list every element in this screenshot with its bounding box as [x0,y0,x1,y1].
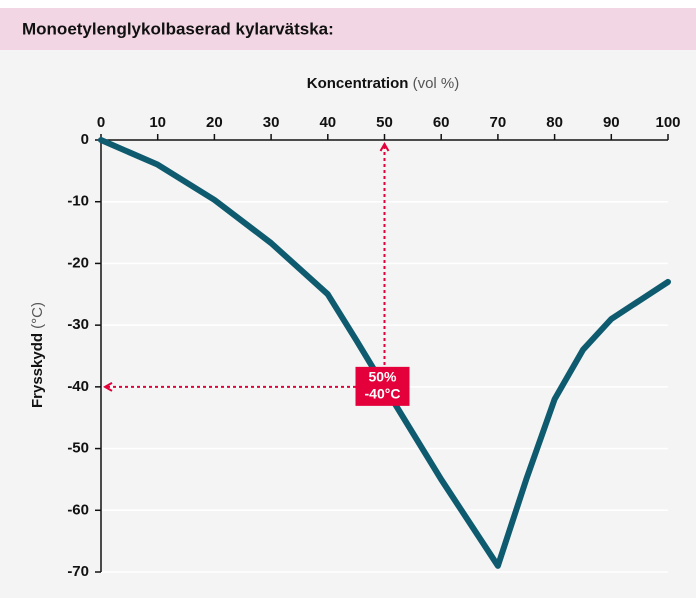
x-axis-label: Koncentration [307,75,409,92]
y-tick-label: -70 [67,563,89,580]
y-axis-unit: (°C) [29,302,46,329]
y-tick-label: -20 [67,254,89,271]
x-tick-label: 100 [655,114,680,131]
x-axis-unit: (vol %) [413,75,460,92]
x-tick-label: 80 [546,114,563,131]
x-tick-label: 90 [603,114,620,131]
chart-title: Monoetylenglykolbaserad kylarvätska: [22,19,334,38]
annotation-arrow [102,381,113,392]
x-axis-title: Koncentration (vol %) [307,75,460,92]
y-tick-label: -50 [67,440,89,457]
x-tick-label: 50 [376,114,393,131]
y-tick-label: 0 [81,131,89,148]
y-tick-label: -30 [67,316,89,333]
annotation-label: 50% [368,369,397,385]
annotation-box [355,366,410,406]
x-tick-label: 30 [263,114,280,131]
data-line [98,137,671,569]
y-tick-label: -10 [67,193,89,210]
y-axis-title: Frysskydd (°C) [29,302,46,408]
x-tick-label: 0 [97,114,105,131]
annotation-label: -40°C [365,386,401,402]
x-tick-label: 60 [433,114,450,131]
y-tick-label: -60 [67,501,89,518]
x-tick-label: 40 [319,114,336,131]
x-tick-label: 10 [149,114,166,131]
x-tick-label: 20 [206,114,223,131]
y-tick-label: -40 [67,378,89,395]
header-band [0,8,696,50]
y-axis-label: Frysskydd [29,333,46,408]
annotation-arrow [379,141,390,152]
x-tick-label: 70 [490,114,507,131]
